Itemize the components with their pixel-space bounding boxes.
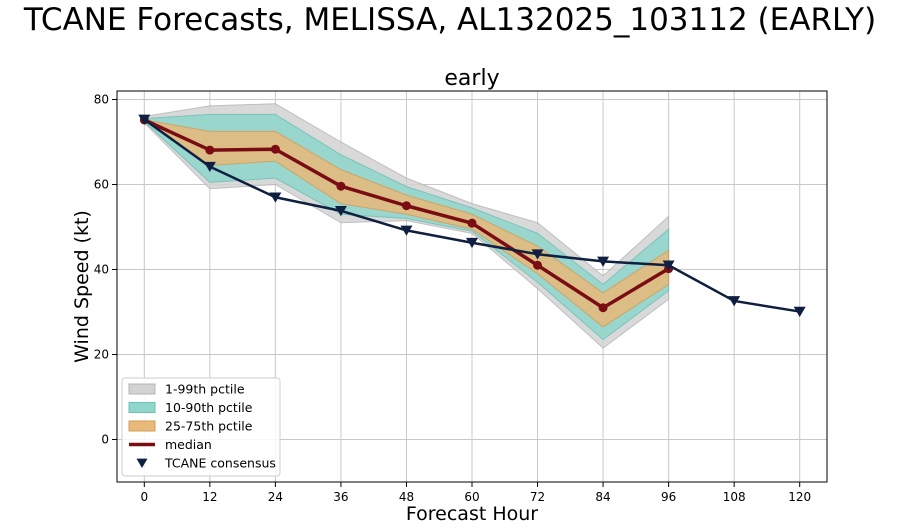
legend-swatch [128, 383, 156, 395]
x-tick-label: 84 [595, 490, 610, 504]
y-tick-label: 40 [94, 263, 109, 277]
percentile-bands [143, 103, 670, 349]
x-tick-label: 108 [723, 490, 746, 504]
consensus-point [138, 114, 151, 125]
legend-swatch [136, 458, 148, 468]
band-2 [143, 113, 670, 341]
legend-label: median [165, 437, 212, 452]
chart-legend: 1-99th pctile 10-90th pctile 25-75th pctil… [121, 377, 281, 477]
y-tick-label: 80 [94, 93, 109, 107]
consensus-point [597, 256, 610, 267]
y-tick-label: 0 [101, 433, 109, 447]
x-tick-label: 24 [268, 490, 283, 504]
legend-label: 25-75th pctile [165, 419, 253, 434]
x-tick-label: 60 [464, 490, 479, 504]
median-point [205, 145, 215, 155]
legend-label: 10-90th pctile [165, 400, 253, 415]
consensus-point [400, 225, 413, 236]
median-point [467, 218, 477, 228]
axis-ticks: 0 12 24 36 48 60 72 84 96 108 120 0 20 40 60 80 [94, 93, 811, 505]
median-point [270, 144, 280, 154]
x-tick-label: 48 [399, 490, 414, 504]
y-tick-label: 60 [94, 178, 109, 192]
consensus-point [466, 237, 478, 249]
consensus-point [334, 206, 347, 217]
x-tick-label: 120 [788, 490, 811, 504]
y-tick-label: 20 [94, 348, 109, 362]
x-axis-label: Forecast Hour [406, 503, 538, 525]
consensus-point [203, 161, 216, 173]
y-axis-label: Wind Speed (kt) [71, 210, 93, 363]
x-tick-label: 0 [140, 490, 148, 504]
median-point [533, 260, 543, 270]
legend-box [121, 377, 281, 477]
legend-label: TCANE consensus [164, 456, 276, 471]
consensus-point [793, 306, 806, 317]
consensus-point [269, 192, 282, 203]
legend-label: 1-99th pctile [165, 382, 245, 397]
consensus-point [728, 296, 741, 307]
legend-swatch [128, 420, 156, 432]
x-tick-label: 12 [202, 490, 217, 504]
x-tick-label: 96 [661, 490, 676, 504]
legend-swatch [128, 402, 156, 413]
figure-suptitle: TCANE Forecasts, MELISSA, AL132025_10311… [23, 2, 877, 38]
consensus-point [531, 249, 544, 260]
median-point [598, 303, 608, 313]
x-tick-label: 72 [530, 490, 545, 504]
band-3 [143, 119, 670, 328]
x-tick-label: 36 [333, 490, 348, 504]
median-point [401, 201, 411, 211]
median-point [336, 181, 346, 191]
consensus-point [662, 260, 675, 271]
plot-title: early [444, 66, 499, 91]
series-lines [138, 114, 806, 317]
